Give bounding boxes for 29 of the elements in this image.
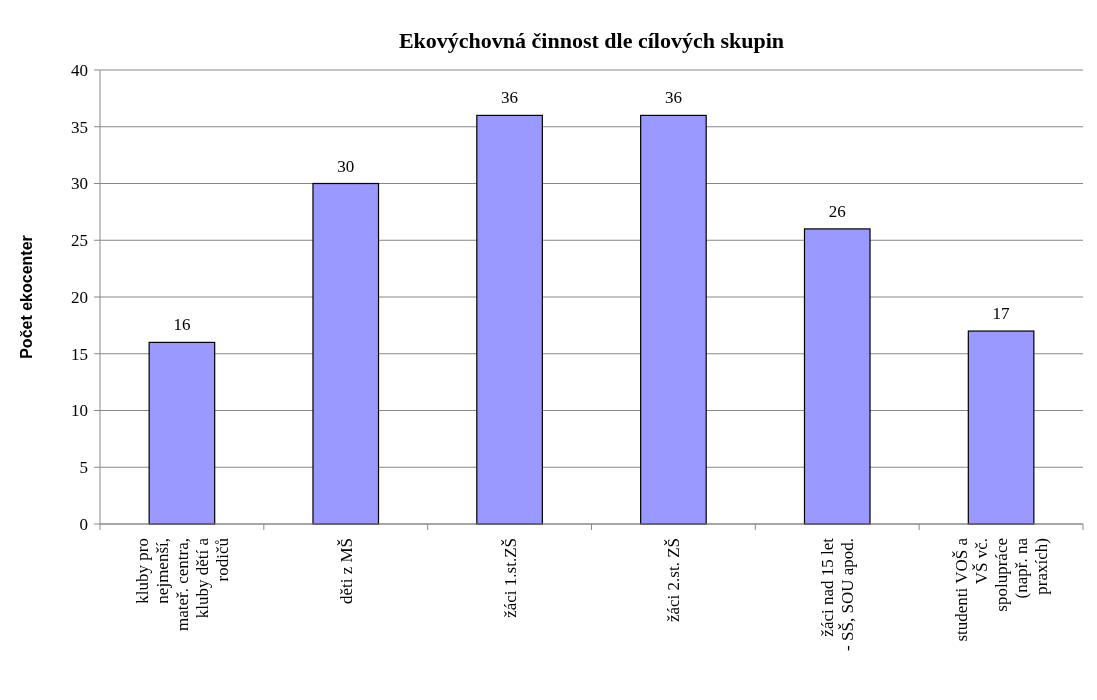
x-tick-label: studenti VOŠ a VŠ vč. spolupráce (např. na praxích) [952, 537, 1052, 642]
y-axis-title: Počet ekocenter [18, 235, 35, 359]
data-label: 16 [173, 315, 191, 335]
x-tick-label: žáci 1.st.ZŠ [500, 538, 520, 618]
y-tick-label: 0 [79, 514, 88, 534]
data-label: 17 [992, 304, 1011, 324]
x-tick-label: děti z MŠ [336, 538, 356, 605]
y-tick-label: 20 [71, 287, 88, 307]
x-tick-label: žáci 2.st. ZŠ [664, 538, 684, 623]
y-tick-label: 40 [71, 60, 88, 80]
data-label: 26 [828, 201, 846, 221]
bar [148, 341, 216, 525]
y-tick-label: 5 [79, 458, 88, 478]
x-tick-label: žáci nad 15 let - SŠ, SOU apod. [818, 537, 858, 651]
y-tick-label: 25 [71, 231, 88, 251]
bar [476, 114, 543, 525]
data-label: 36 [664, 88, 682, 108]
data-label: 36 [501, 88, 519, 108]
chart-title: Ekovýchovná činnost dle cílových skupin [398, 28, 785, 53]
bar [312, 182, 380, 525]
y-tick-label: 10 [71, 401, 88, 421]
bar [967, 330, 1035, 525]
y-tick-label: 15 [71, 344, 88, 364]
bar [640, 114, 707, 525]
bar [803, 228, 871, 525]
y-tick-label: 35 [71, 117, 88, 137]
x-tick-label: kluby pro nejmenší, mateř. centra, kluby dětí a rodičů [132, 537, 232, 631]
y-tick-label: 30 [71, 174, 88, 194]
data-label: 30 [337, 156, 355, 176]
